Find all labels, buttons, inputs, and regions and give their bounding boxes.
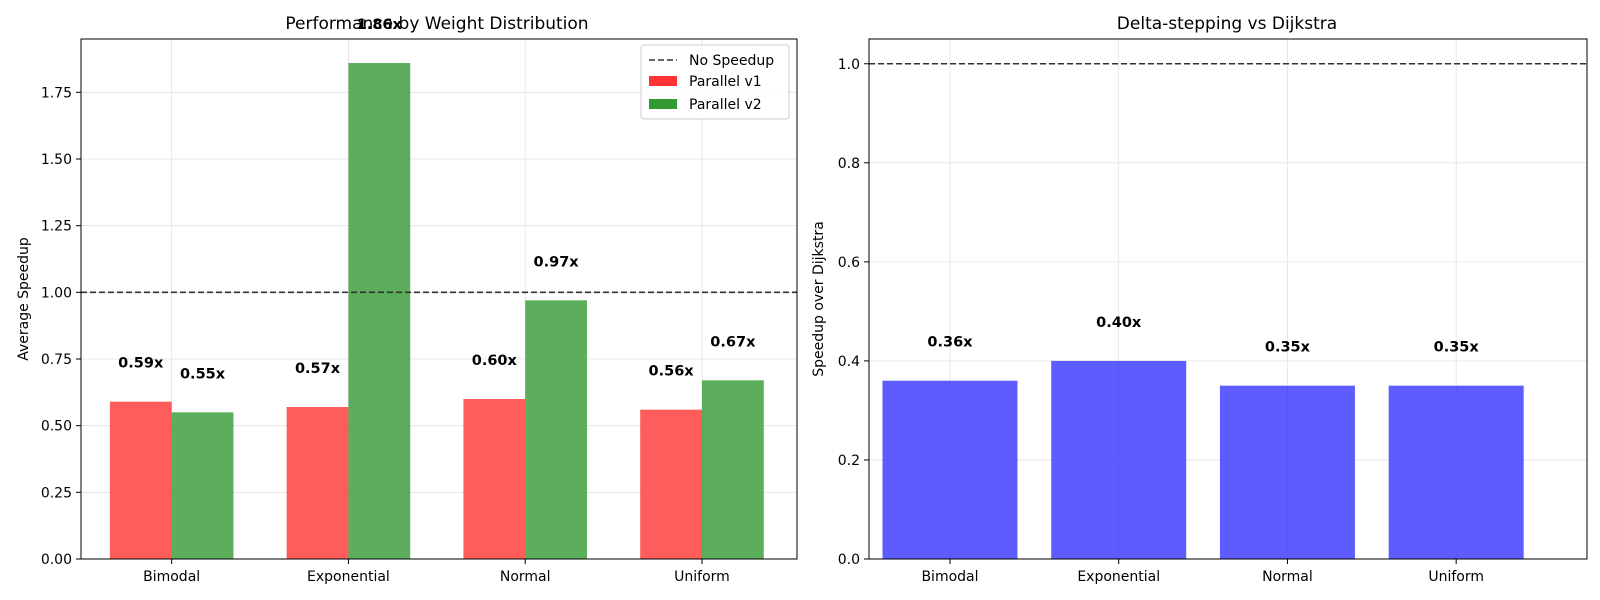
x-tick-label-uniform: Uniform [674,569,730,585]
legend-box [640,44,790,120]
bar-exponential [1051,360,1187,559]
bars [882,360,1524,559]
bar-parallel-v1-exponential [286,407,349,559]
bar-normal [1219,385,1355,559]
legend-no-speedup: No Speedup [689,53,774,69]
y-tick-label: 0.50 [41,419,72,435]
chart-title: Performance by Weight Distribution [285,14,588,34]
y-tick-label: 0.4 [838,354,860,370]
data-label: 0.56x [649,364,695,380]
legend-parallel-v2-swatch [649,99,677,109]
y-ticks: 0.00 0.25 0.50 0.75 1.00 1.25 1.50 1.75 [41,85,81,568]
bar-parallel-v2-normal [525,300,587,559]
speedup-by-weight-distribution-chart: Performance by Weight Distribution Avera… [16,14,798,585]
y-tick-label: 0.8 [838,156,860,172]
x-tick-label-exponential: Exponential [1077,569,1160,585]
data-label: 0.59x [118,356,164,372]
y-tick-label: 0.6 [838,255,860,271]
data-label: 0.67x [710,334,756,350]
bar-bimodal [882,380,1018,559]
y-ticks: 0.0 0.2 0.4 0.6 0.8 1.0 [838,57,869,568]
data-label: 0.97x [534,254,580,270]
bar-parallel-v1-uniform [640,409,702,559]
data-label: 0.35x [1434,340,1480,356]
bar-parallel-v2-uniform [701,380,764,559]
data-label: 0.36x [927,335,973,351]
y-axis-label: Speedup over Dijkstra [811,221,827,377]
x-tick-label-uniform: Uniform [1428,569,1484,585]
y-tick-label: 1.50 [41,152,72,168]
x-tick-label-normal: Normal [1262,569,1313,585]
y-axis-label: Average Speedup [16,237,32,361]
bars [109,63,764,559]
bar-uniform [1388,385,1524,559]
data-label: 0.40x [1096,315,1142,331]
x-ticks: Bimodal Exponential Normal Uniform [143,559,730,585]
plot-frame [80,38,798,560]
legend: No Speedup Parallel v1 Parallel v2 [640,44,790,120]
bar-parallel-v1-normal [463,399,526,559]
data-label: 1.86x [357,17,403,33]
legend-parallel-v1-swatch [649,76,677,86]
y-tick-label: 0.0 [838,552,860,568]
data-label: 0.55x [180,366,226,382]
y-tick-label: 0.25 [41,485,72,501]
y-tick-label: 1.00 [41,285,72,301]
x-tick-label-bimodal: Bimodal [143,569,200,585]
y-tick-label: 0.00 [41,552,72,568]
bar-parallel-v1-bimodal [109,401,172,559]
chart-title: Delta-stepping vs Dijkstra [1117,14,1337,34]
y-tick-label: 1.25 [41,219,72,235]
x-tick-label-exponential: Exponential [307,569,390,585]
data-label: 0.57x [295,361,341,377]
y-tick-label: 1.75 [41,85,72,101]
legend-parallel-v2: Parallel v2 [689,97,762,113]
legend-parallel-v1: Parallel v1 [689,74,762,90]
x-ticks: Bimodal Exponential Normal Uniform [921,559,1484,585]
x-tick-label-normal: Normal [500,569,551,585]
plot-frame [868,38,1588,560]
bar-parallel-v2-bimodal [171,412,234,559]
y-tick-label: 0.2 [838,453,860,469]
data-labels: 0.59x 0.57x 0.60x 0.56x 0.55x 1.86x 0.97x 0.67x [118,17,756,382]
bar-parallel-v2-exponential [348,63,411,559]
data-label: 0.35x [1265,340,1311,356]
delta-stepping-vs-dijkstra-chart: Delta-stepping vs Dijkstra Speedup over … [811,14,1588,585]
data-labels: 0.36x 0.40x 0.35x 0.35x [927,315,1479,356]
y-tick-label: 0.75 [41,352,72,368]
x-tick-label-bimodal: Bimodal [921,569,978,585]
data-label: 0.60x [472,353,518,369]
y-tick-label: 1.0 [838,57,860,73]
